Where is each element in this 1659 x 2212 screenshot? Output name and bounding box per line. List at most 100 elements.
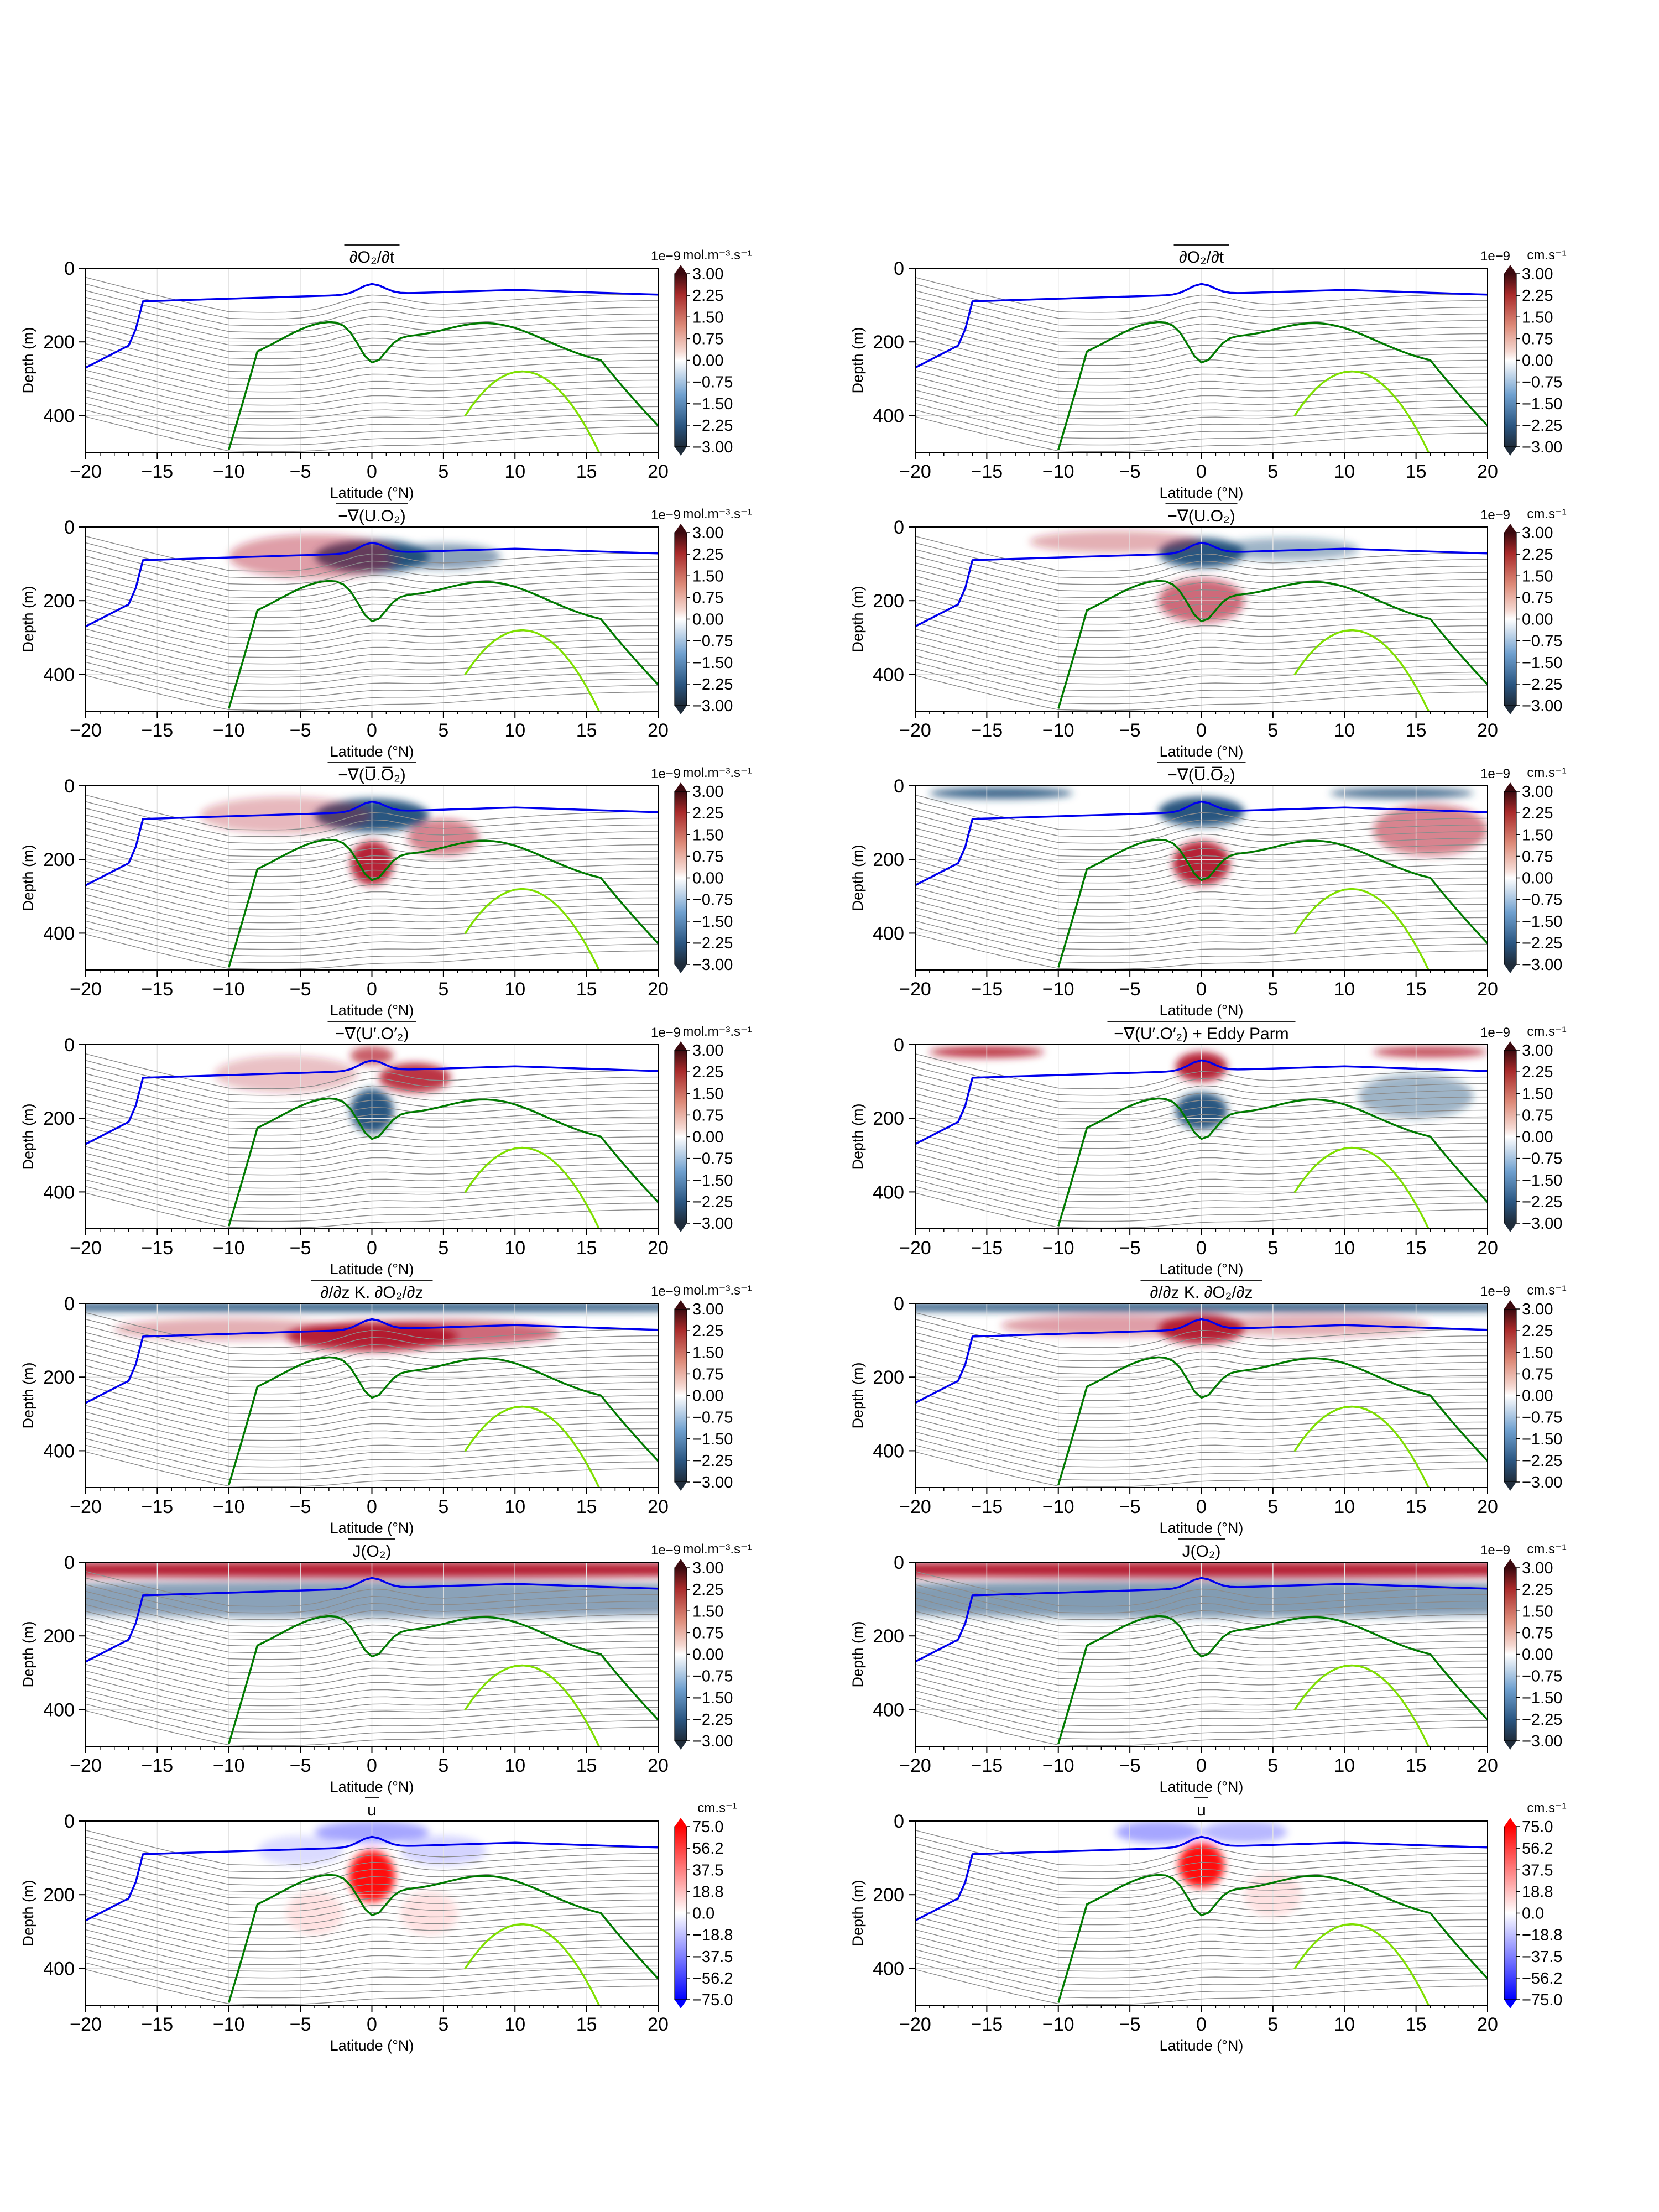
isoline-contour <box>86 1836 658 1872</box>
y-tick-label: 200 <box>43 1108 75 1129</box>
isoline-contour <box>915 1099 1488 1136</box>
isoline-contour <box>915 1597 1488 1634</box>
colorbar-tick-label: −3.00 <box>692 439 733 456</box>
x-axis-label: Latitude (°N) <box>1160 1002 1244 1019</box>
colorbar-scale: 1e−9 <box>651 249 681 264</box>
isoline-contour <box>915 1398 1488 1434</box>
y-tick-label: 400 <box>873 664 904 685</box>
colorbar <box>674 1308 687 1483</box>
colorbar-tick-label: 3.00 <box>1522 1301 1553 1318</box>
isoline-contour <box>915 1584 1488 1620</box>
heatmap-feature <box>1201 1821 1287 1843</box>
colorbar-extend-bottom <box>1504 1741 1516 1750</box>
x-tick-label: −5 <box>290 2014 311 2035</box>
x-tick-label: −15 <box>971 1755 1003 1776</box>
colorbar-unit: cm.s⁻¹ <box>1527 765 1566 780</box>
colorbar-unit: mol.m⁻³.s⁻¹ <box>682 248 752 263</box>
colorbar-extend-top <box>1504 782 1516 791</box>
isoline-contour <box>86 1889 658 1926</box>
isoline-contour <box>915 1106 1488 1142</box>
isoline-contour <box>86 894 658 930</box>
y-tick-label: 0 <box>64 1811 75 1832</box>
x-tick-label: 20 <box>648 1496 669 1517</box>
isoline-contour <box>86 296 658 333</box>
colorbar-tick-label: 1.50 <box>692 826 723 844</box>
y-tick-label: 400 <box>43 1441 75 1462</box>
isoline-contour <box>915 914 1488 950</box>
x-tick-label: 0 <box>1196 979 1207 1000</box>
middle-oxygen-contour <box>1057 1356 1488 1485</box>
isoline-contour <box>915 343 1488 379</box>
deep-oxygen-contour <box>464 1146 601 1229</box>
isoline-contour <box>915 880 1488 917</box>
isoline-contour <box>86 283 658 320</box>
isoline-contour <box>86 1113 658 1149</box>
colorbar-tick-label: 0.00 <box>692 1387 723 1405</box>
y-axis-label: Depth (m) <box>849 844 866 911</box>
isoline-contour <box>915 867 1488 904</box>
colorbar-unit: mol.m⁻³.s⁻¹ <box>682 1542 752 1557</box>
deep-oxygen-contour <box>1293 1923 1430 2005</box>
isoline-contour <box>86 356 658 393</box>
colorbar-extend-top <box>1504 1818 1516 1827</box>
colorbar-tick-label: 18.8 <box>1522 1883 1553 1901</box>
upper-oxygen-contour <box>86 283 658 369</box>
isoline-contour <box>86 827 658 864</box>
colorbar-tick-label: 1.50 <box>1522 1603 1553 1620</box>
y-axis-label: Depth (m) <box>849 1103 866 1170</box>
colorbar <box>1504 1050 1517 1224</box>
isoline-contour <box>915 860 1488 897</box>
isoline-contour <box>915 549 1488 585</box>
heatmap-feature <box>1115 1821 1202 1843</box>
x-tick-label: 15 <box>576 720 597 741</box>
middle-oxygen-contour <box>228 580 658 709</box>
isoline-contour <box>86 389 658 426</box>
isoline-contour <box>915 1073 1488 1109</box>
x-tick-label: −15 <box>971 1496 1003 1517</box>
isoline-contour <box>915 1896 1488 1932</box>
panel-title: J(O₂) <box>1182 1542 1221 1561</box>
isoline-contour <box>915 675 1488 711</box>
x-tick-label: −10 <box>1042 461 1074 482</box>
isoline-contour <box>86 1584 658 1620</box>
colorbar-tick-label: 0.75 <box>692 848 723 865</box>
y-tick-label: 200 <box>43 1626 75 1647</box>
colorbar-tick-label: −2.25 <box>692 417 733 435</box>
colorbar-tick-label: −56.2 <box>1522 1970 1562 1987</box>
isoline-contour <box>86 1371 658 1408</box>
x-tick-label: 0 <box>1196 1755 1207 1776</box>
oxygen-contours <box>915 1830 1488 2005</box>
colorbar-tick-label: −37.5 <box>1522 1948 1562 1966</box>
colorbar-tick-label: −56.2 <box>692 1970 733 1987</box>
colorbar-tick-label: 3.00 <box>1522 1559 1553 1577</box>
isoline-contour <box>915 1172 1488 1209</box>
isoline-contour <box>86 582 658 618</box>
colorbar-tick-label: −0.75 <box>1522 1409 1562 1427</box>
isoline-contour <box>915 847 1488 884</box>
x-tick-label: 10 <box>504 1755 525 1776</box>
deep-oxygen-contour <box>1293 629 1430 711</box>
x-tick-label: 5 <box>438 979 448 1000</box>
isoline-contour <box>915 595 1488 632</box>
isoline-contour <box>86 562 658 598</box>
x-tick-label: −10 <box>213 979 245 1000</box>
colorbar-tick-label: −0.75 <box>692 1150 733 1168</box>
isoline-contour <box>915 1371 1488 1408</box>
isoline-contour <box>86 1133 658 1169</box>
oxygen-contours <box>86 1053 658 1229</box>
isoline-contour <box>86 349 658 386</box>
isoline-contour <box>86 675 658 711</box>
isoline-contour <box>86 1099 658 1136</box>
colorbar-scale: 1e−9 <box>1480 508 1510 523</box>
x-tick-label: −10 <box>213 461 245 482</box>
isoline-contour <box>86 1617 658 1653</box>
isoline-contour <box>915 1060 1488 1096</box>
colorbar-tick-label: −3.00 <box>692 1733 733 1750</box>
colorbar-tick-label: 1.50 <box>1522 1344 1553 1361</box>
upper-oxygen-contour <box>86 541 658 628</box>
x-tick-label: 20 <box>1477 720 1498 741</box>
y-tick-label: 200 <box>43 332 75 353</box>
x-axis-label: Latitude (°N) <box>330 1778 414 1795</box>
